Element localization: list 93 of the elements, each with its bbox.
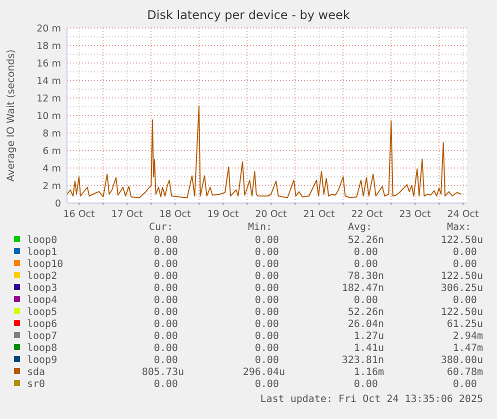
y-tick-label: 2 m [42,181,61,192]
text: 1.16m [354,367,384,378]
text: 0.00 [154,295,178,306]
legend-label: sda [27,367,46,378]
text: 1.47m [452,343,483,354]
text: 0.00 [354,379,378,390]
legend-label: loop9 [27,355,58,366]
text: 0.00 [254,271,279,282]
text: 0.00 [154,319,178,330]
text: 0.00 [154,259,178,270]
text: 0.00 [254,307,279,318]
text: 0.00 [452,259,477,270]
text: 0.00 [154,283,178,294]
text: 0.00 [254,379,279,390]
y-tick-label: 4 m [42,164,61,174]
text: 0.00 [452,295,477,306]
text: 78.30n [348,271,384,282]
y-tick-label: 10 m [36,111,61,122]
y-axis-title: Average IO Wait (seconds) [6,49,17,182]
text: Min: [248,222,272,233]
text: 0.00 [254,331,279,342]
text: 0.00 [254,319,279,330]
x-tick-label: 19 Oct [207,209,240,220]
text: 1.27u [354,331,384,342]
y-tick-label: 6 m [42,146,61,157]
x-tick-label: 21 Oct [303,209,336,220]
text: 1.41u [354,343,384,354]
y-tick-label: 18 m [36,41,61,52]
y-tick-label: 16 m [36,58,61,70]
y-tick-label: 14 m [36,76,61,87]
y-tick-label: 8 m [42,128,61,140]
legend-label: loop3 [27,283,58,294]
legend-label: loop7 [27,331,58,342]
text: 0.00 [254,247,279,258]
text: 0.00 [154,235,178,246]
text: 122.50u [440,235,483,246]
legend-label: loop6 [27,319,58,330]
x-tick-label: 17 Oct [111,209,144,220]
x-tick-label: 20 Oct [255,209,288,220]
text: 0.00 [154,379,178,390]
chart-title: Disk latency per device - by week [147,8,350,22]
legend-label: loop8 [27,343,58,354]
text: Cur: [148,222,174,233]
text: 0.00 [154,271,178,282]
text: 0.00 [154,247,178,258]
text: 122.50u [440,307,483,318]
x-tick-label: 24 Oct [447,209,480,220]
line-series [66,105,462,198]
text: 0.00 [452,379,477,390]
text: 296.04u [242,367,285,378]
text: 60.78m [446,367,483,378]
x-tick-label: 22 Oct [351,209,384,220]
text: 0.00 [452,247,477,258]
text: 380.00u [440,355,483,366]
text: 0.00 [354,247,378,258]
legend-label: loop1 [27,247,58,258]
text: Max: [446,222,472,233]
x-tick-label: 23 Oct [399,209,432,220]
text: 0.00 [254,235,279,246]
y-tick-label: 12 m [36,94,61,104]
text: 0.00 [354,295,378,306]
legend-label: loop0 [27,235,58,246]
text: 0.00 [154,343,178,354]
text: 0.00 [254,259,279,270]
text: 26.04n [348,319,384,330]
text: 61.25u [446,319,483,330]
text: 122.50u [440,271,483,282]
text: Last update: Fri Oct 24 13:35:06 2025 [260,394,483,405]
legend-label: loop10 [27,259,64,270]
x-tick-label: 18 Oct [159,209,192,220]
legend-label: loop4 [27,295,58,306]
text: 0.00 [154,331,178,342]
text: 805.73u [142,367,184,378]
text: 0.00 [254,283,279,294]
text: 0.00 [254,295,279,306]
legend-label: loop2 [27,271,58,282]
text: 0.00 [154,307,178,318]
text: 0.00 [254,355,279,366]
text: 182.47n [342,283,384,294]
y-tick-label: 20 m [36,24,61,34]
text: 306.25u [440,283,483,294]
text: 0.00 [354,259,378,270]
text: Avg: [348,222,372,233]
text: 2.94m [452,331,483,342]
legend-label: loop5 [27,307,58,318]
text: 0.00 [154,355,178,366]
legend-label: sr0 [27,379,46,390]
text: 323.81n [342,355,384,366]
text: 0.00 [254,343,279,354]
y-tick-label: 0 [54,198,61,210]
text: 52.26n [348,307,384,318]
text: 52.26n [348,235,384,246]
x-tick-label: 16 Oct [63,209,96,220]
